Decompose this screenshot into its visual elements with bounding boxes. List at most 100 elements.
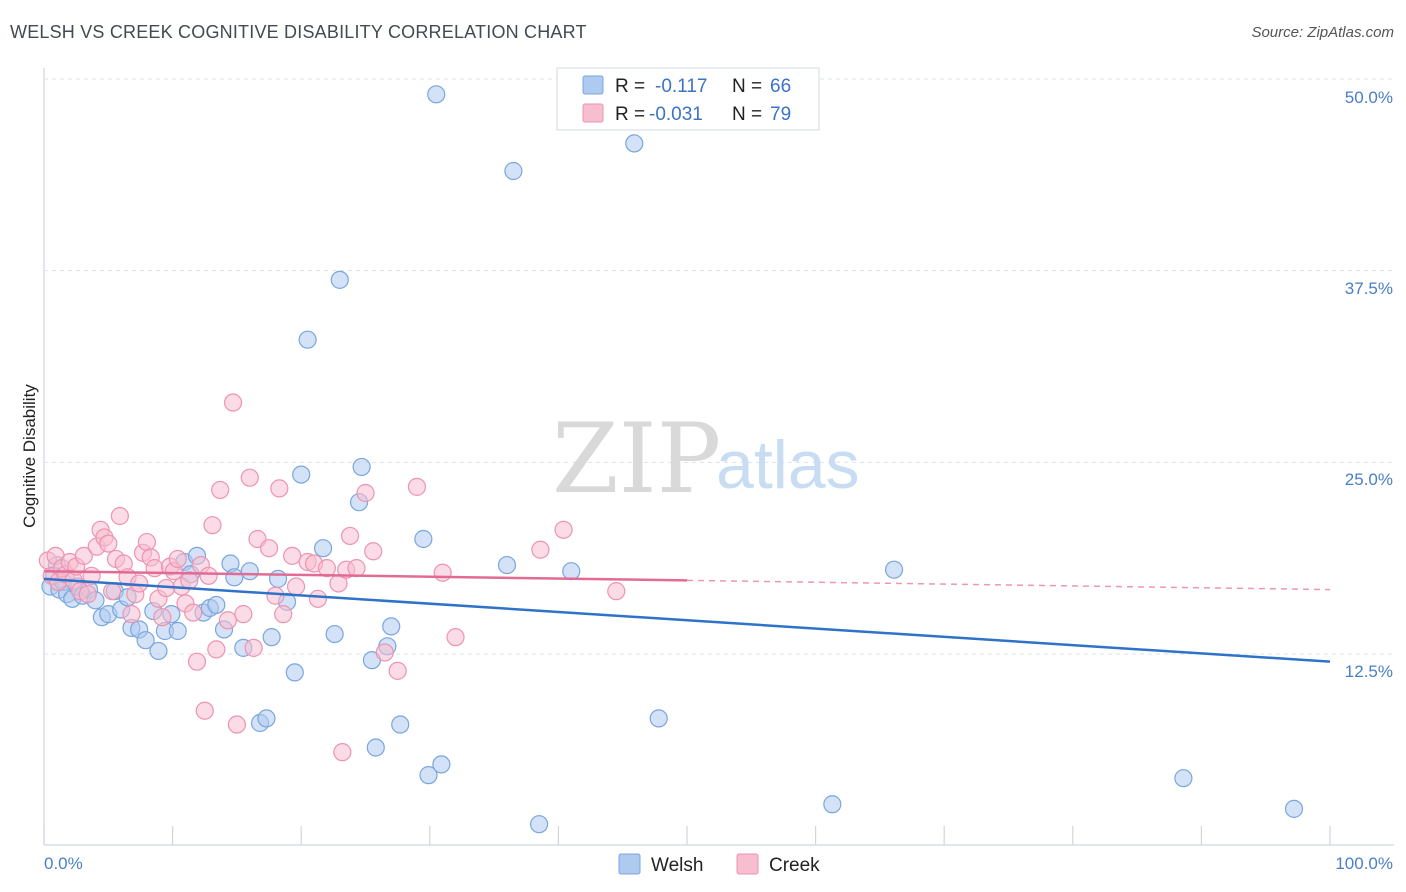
creek-point <box>407 477 427 496</box>
creek-point <box>340 526 360 546</box>
legend-n-label: N = <box>732 104 762 125</box>
creek-point <box>137 532 156 552</box>
welsh-point <box>382 617 401 636</box>
welsh-trend-line <box>43 577 1331 663</box>
creek-point <box>153 608 172 627</box>
creek-point <box>554 520 573 539</box>
creek-point <box>227 715 246 734</box>
welsh-point <box>497 555 517 575</box>
welsh-point <box>432 755 451 774</box>
legend-n-label: N = <box>732 76 762 97</box>
welsh-point <box>207 595 226 615</box>
creek-point <box>168 549 187 569</box>
series-legend: Welsh Creek <box>618 853 820 876</box>
creek-point <box>211 480 230 500</box>
watermark-atlas: atlas <box>716 427 860 503</box>
welsh-point <box>292 465 311 484</box>
legend-label-welsh: Welsh <box>651 855 703 876</box>
creek-point <box>388 661 407 680</box>
creek-point <box>266 586 285 605</box>
creek-point <box>308 589 328 608</box>
welsh-point <box>268 569 288 588</box>
welsh-point <box>504 161 523 181</box>
legend-swatch-welsh <box>582 75 604 95</box>
creek-point <box>364 542 383 561</box>
welsh-point <box>562 562 581 581</box>
creek-point <box>433 563 452 582</box>
creek-point <box>122 605 141 624</box>
creek-point <box>317 559 337 578</box>
welsh-point <box>625 134 644 153</box>
creek-point <box>203 516 222 535</box>
creek-point <box>110 506 129 526</box>
creek-point <box>234 605 253 624</box>
y-tick-label: 37.5% <box>1345 279 1393 298</box>
y-tick-label-layer: 12.5% 25.0% 37.5% 50.0% <box>1345 88 1393 681</box>
creek-point <box>333 743 352 762</box>
creek-point <box>347 559 366 578</box>
welsh-point <box>240 562 259 581</box>
creek-point <box>218 611 237 630</box>
welsh-point <box>257 709 276 728</box>
welsh-point <box>414 529 433 549</box>
creek-point <box>240 468 259 487</box>
welsh-point <box>285 663 304 682</box>
welsh-point <box>352 457 371 477</box>
creek-point <box>607 582 626 601</box>
creek-point <box>187 652 207 671</box>
welsh-point <box>884 560 904 579</box>
welsh-point <box>530 815 549 834</box>
chart-title: WELSH VS CREEK COGNITIVE DISABILITY CORR… <box>10 22 587 42</box>
creek-point <box>244 638 263 657</box>
watermark-zip: ZIP <box>552 403 721 515</box>
y-tick-label: 25.0% <box>1345 470 1393 489</box>
legend-swatch-creek <box>582 103 604 123</box>
welsh-point <box>419 766 438 785</box>
creek-point <box>356 483 375 503</box>
source-credit: Source: ZipAtlas.com <box>1251 24 1394 41</box>
creek-point <box>78 585 97 604</box>
legend-swatch-welsh-bottom <box>618 853 641 875</box>
x-tick-label-min: 0.0% <box>44 854 83 873</box>
creek-point <box>223 393 243 412</box>
creek-point <box>375 643 394 662</box>
welsh-point <box>262 628 281 647</box>
welsh-point <box>298 330 317 349</box>
legend-r-label: R = <box>615 104 645 125</box>
x-tick-layer <box>43 826 1331 845</box>
correlation-legend: R = -0.117 N = 66 R = -0.031 N = 79 <box>556 67 820 131</box>
legend-swatch-creek-bottom <box>736 853 759 875</box>
creek-point <box>531 540 550 559</box>
legend-n-value: 66 <box>770 76 791 97</box>
trend-layer <box>43 569 1331 663</box>
welsh-point <box>168 621 187 641</box>
welsh-point <box>225 568 244 587</box>
welsh-point <box>313 539 333 558</box>
creek-trend-line-extension <box>686 579 1331 591</box>
welsh-point <box>391 715 410 734</box>
legend-n-value: 79 <box>770 104 791 125</box>
welsh-point <box>1174 769 1193 788</box>
creek-point <box>283 546 302 565</box>
welsh-point <box>366 738 385 757</box>
creek-point <box>274 605 293 624</box>
creek-point <box>195 701 214 720</box>
welsh-point <box>823 795 842 814</box>
welsh-point <box>330 270 349 289</box>
welsh-point <box>427 85 446 104</box>
y-tick-label: 50.0% <box>1345 88 1393 107</box>
creek-point <box>259 539 279 558</box>
creek-point <box>199 566 218 585</box>
welsh-point <box>325 624 344 644</box>
y-tick-label: 12.5% <box>1345 662 1393 681</box>
legend-label-creek: Creek <box>769 855 820 876</box>
creek-point <box>446 628 465 647</box>
y-axis-label: Cognitive Disability <box>20 384 39 528</box>
creek-point <box>99 534 118 553</box>
welsh-point <box>1284 799 1304 818</box>
welsh-point <box>149 641 168 661</box>
creek-point <box>103 582 122 601</box>
welsh-point <box>136 631 155 650</box>
creek-point <box>184 603 203 622</box>
